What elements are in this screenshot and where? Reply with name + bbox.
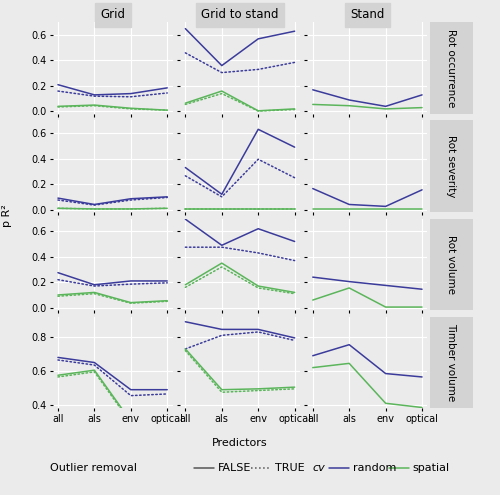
Text: cv: cv (312, 463, 325, 473)
Text: Rot volume: Rot volume (446, 235, 456, 294)
Text: random: random (352, 463, 396, 473)
Text: spatial: spatial (412, 463, 450, 473)
Title: Grid to stand: Grid to stand (201, 8, 278, 21)
Text: TRUE: TRUE (275, 463, 304, 473)
Title: Grid: Grid (100, 8, 125, 21)
Text: Rot severity: Rot severity (446, 135, 456, 198)
Text: Outlier removal: Outlier removal (50, 463, 137, 473)
Text: Timber volume: Timber volume (446, 323, 456, 401)
Text: Predictors: Predictors (212, 438, 268, 448)
Title: Stand: Stand (350, 8, 384, 21)
Text: Rot occurrence: Rot occurrence (446, 29, 456, 107)
Text: p R²: p R² (2, 204, 12, 227)
Text: FALSE: FALSE (218, 463, 251, 473)
